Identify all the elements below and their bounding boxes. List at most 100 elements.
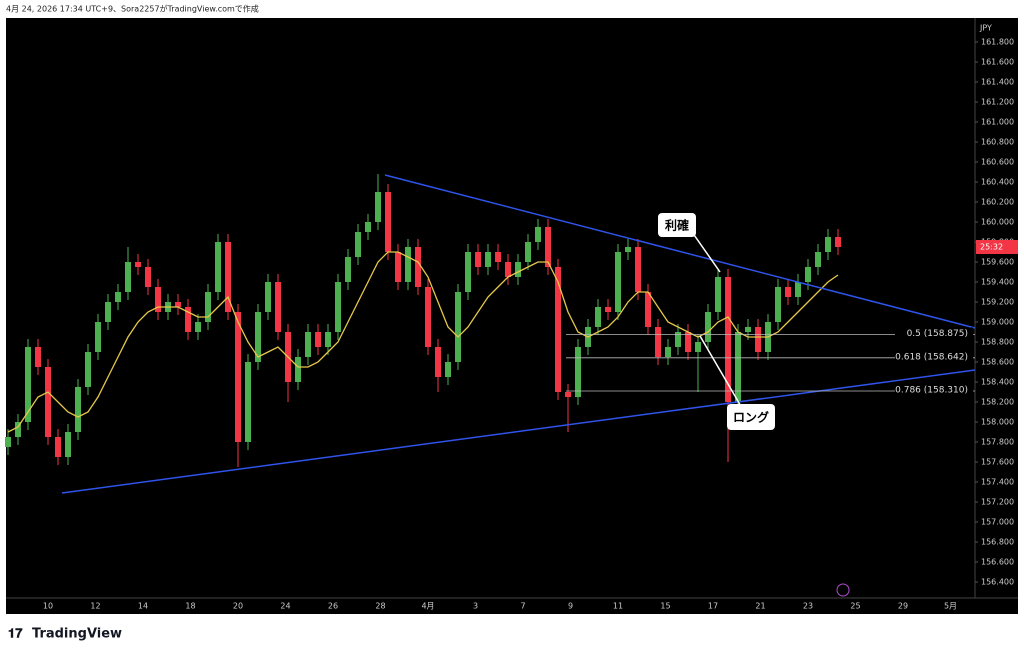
candle-body [775, 287, 781, 322]
candle-body [635, 247, 641, 292]
candle-body [815, 252, 821, 267]
y-tick-label: 161.600 [981, 58, 1014, 67]
x-tick-label: 18 [185, 602, 195, 611]
callout-text: 利確 [665, 218, 689, 233]
candle-body [665, 347, 671, 357]
candle-body [675, 332, 681, 347]
candle-body [785, 287, 791, 297]
y-tick-label: 160.800 [981, 138, 1014, 147]
y-tick-label: 157.400 [981, 478, 1014, 487]
x-tick-label: 23 [803, 602, 813, 611]
y-tick-label: 156.800 [981, 538, 1014, 547]
candle-body [615, 252, 621, 312]
candle-body [625, 247, 631, 252]
candle-body [505, 262, 511, 277]
candle-body [135, 262, 141, 267]
x-tick-label: 12 [90, 602, 100, 611]
y-tick-label: 157.000 [981, 518, 1014, 527]
candle-body [455, 292, 461, 362]
candle-body [435, 347, 441, 377]
y-tick-label: 157.200 [981, 498, 1014, 507]
y-tick-label: 159.200 [981, 298, 1014, 307]
y-tick-label: 158.800 [981, 338, 1014, 347]
callout-pointer [699, 335, 743, 409]
candle-body [65, 432, 71, 457]
logo: 𝟏𝟕 [8, 627, 23, 642]
x-tick-label: 25 [850, 602, 860, 611]
fib-label-bg [895, 384, 973, 396]
candle-body [305, 332, 311, 357]
candle-body [375, 192, 381, 222]
candle-body [705, 312, 711, 342]
candle-body [695, 342, 701, 352]
x-tick-label: 17 [708, 602, 718, 611]
fib-label: 0.618 (158.642) [895, 352, 968, 362]
y-tick-label: 158.200 [981, 398, 1014, 407]
x-tick-label: 24 [280, 602, 290, 611]
candle-body [405, 247, 411, 282]
fib-label: 0.786 (158.310) [895, 386, 968, 396]
x-tick-label: 26 [328, 602, 338, 611]
candle-body [725, 277, 731, 402]
candle-body [745, 327, 751, 332]
candle-body [95, 322, 101, 352]
y-tick-label: 161.400 [981, 78, 1014, 87]
y-tick-label: 156.400 [981, 578, 1014, 587]
candle-body [345, 257, 351, 282]
x-tick-label: 10 [43, 602, 53, 611]
callout [658, 213, 696, 237]
candle-body [45, 367, 51, 437]
moving-average [7, 251, 839, 433]
candle-body [295, 357, 301, 382]
candle-body [545, 227, 551, 267]
alert-icon[interactable] [836, 583, 850, 597]
x-tick-label: 15 [660, 602, 670, 611]
candle-body [515, 262, 521, 277]
x-tick-label: 7 [520, 602, 525, 611]
candle-body [35, 347, 41, 367]
y-tick-label: 159.000 [981, 318, 1014, 327]
candle-body [555, 267, 561, 392]
y-tick-label: 158.600 [981, 358, 1014, 367]
trendline [384, 174, 976, 329]
header: 4月 24, 2026 17:34 UTC+9、Sora2257がTrading… [6, 4, 259, 14]
candle-body [245, 362, 251, 442]
y-tick-label: 160.000 [981, 218, 1014, 227]
brand: TradingView [32, 627, 122, 642]
y-tick-label: 157.600 [981, 458, 1014, 467]
y-tick-label: 161.800 [981, 38, 1014, 47]
candle-body [595, 307, 601, 327]
y-tick-label: 160.400 [981, 178, 1014, 187]
fib-label-bg [895, 327, 973, 340]
candle-body [685, 332, 691, 352]
trendline [61, 369, 976, 494]
candle-body [565, 392, 571, 397]
currency: JPY [979, 24, 992, 33]
candle-body [225, 242, 231, 312]
x-tick-label: 11 [613, 602, 623, 611]
candle-body [85, 352, 91, 387]
candle-body [365, 222, 371, 232]
candle-body [315, 332, 321, 347]
candle-body [205, 292, 211, 322]
y-tick-label: 160.200 [981, 198, 1014, 207]
candle-body [175, 302, 181, 307]
x-tick-label: 4月 [421, 602, 434, 611]
candle-body [535, 227, 541, 242]
candle-body [755, 327, 761, 352]
candle-body [525, 242, 531, 262]
candle-body [835, 237, 841, 247]
candle-body [5, 437, 11, 447]
candle-body [795, 282, 801, 297]
candle-body [655, 327, 661, 357]
candle-body [715, 277, 721, 312]
candle-body [115, 292, 121, 302]
candle-body [605, 307, 611, 312]
y-tick-label: 158.000 [981, 418, 1014, 427]
candle-body [255, 312, 261, 362]
candle-body [75, 387, 81, 432]
last-price-box [976, 240, 1018, 254]
y-tick-label: 161.000 [981, 118, 1014, 127]
fib-label: 0.5 (158.875) [907, 329, 968, 339]
